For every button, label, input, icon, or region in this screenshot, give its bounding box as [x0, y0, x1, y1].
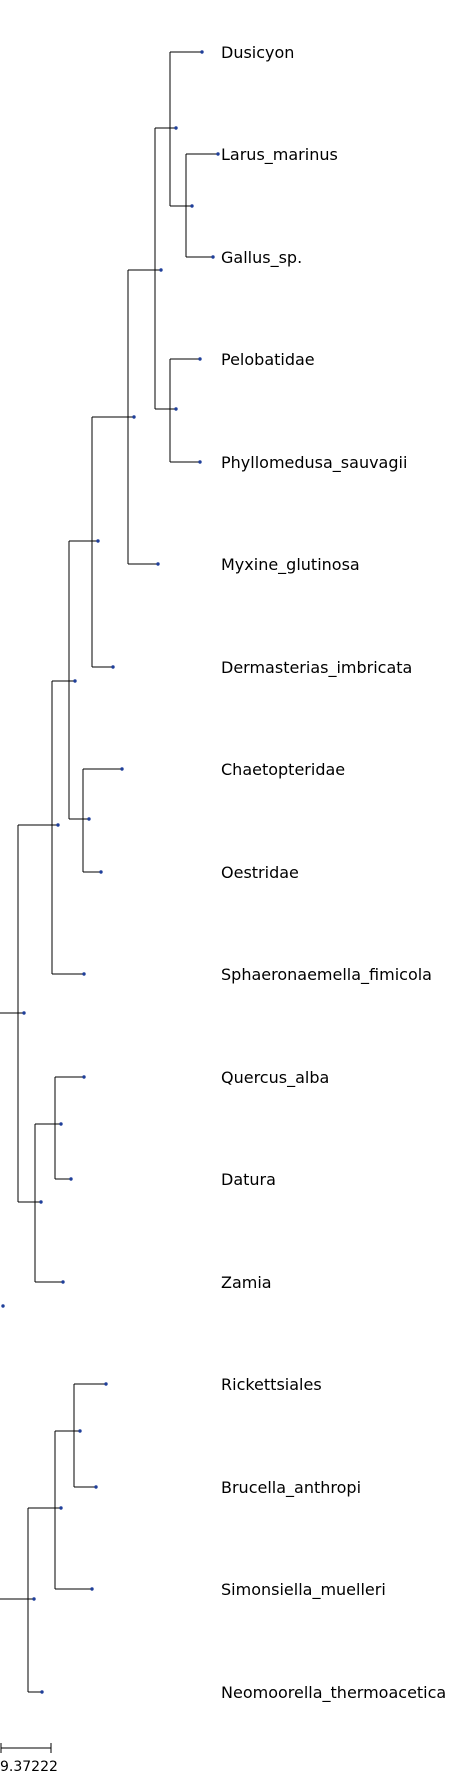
tip-label-simonsiella-muelleri: Simonsiella_muelleri [221, 1580, 386, 1600]
tip-label-pelobatidae: Pelobatidae [221, 350, 315, 369]
tip-label-rickettsiales: Rickettsiales [221, 1375, 322, 1394]
node-dot-n_a2 [73, 679, 77, 683]
node-dot-t_larus [216, 152, 220, 156]
node-dot-t_sphaer [82, 972, 86, 976]
tree-branches [0, 51, 218, 1693]
tree-nodes [1, 50, 220, 1694]
tip-label-neomoorella-thermoacetica: Neomoorella_thermoacetica [221, 1683, 446, 1703]
node-dot-n_top [22, 1011, 26, 1015]
node-dot-t_pelob [198, 357, 202, 361]
node-dot-n_bilat [56, 823, 60, 827]
scale-bar: 9.37222 [0, 1743, 58, 1775]
node-dot-t_neomo [40, 1690, 44, 1694]
node-dot-t_dusicyon [200, 50, 204, 54]
tip-label-zamia: Zamia [221, 1273, 272, 1292]
tip-label-chaetopteridae: Chaetopteridae [221, 760, 345, 779]
node-dot-n_a8 [174, 407, 178, 411]
node-dot-n_chaet [87, 817, 91, 821]
node-dot-n_a7 [190, 204, 194, 208]
tip-label-brucella-anthropi: Brucella_anthropi [221, 1478, 361, 1498]
tip-label-larus-marinus: Larus_marinus [221, 145, 338, 165]
node-dot-root [1, 1304, 5, 1308]
tip-label-gallus-sp: Gallus_sp. [221, 248, 302, 268]
node-dot-n_a5 [159, 268, 163, 272]
node-dot-t_brucel [94, 1485, 98, 1489]
node-dot-n_a3 [96, 539, 100, 543]
tip-label-dusicyon: Dusicyon [221, 43, 294, 62]
tip-label-oestridae: Oestridae [221, 863, 299, 882]
node-dot-t_zamia [61, 1280, 65, 1284]
node-dot-n_a4 [132, 415, 136, 419]
tip-label-dermasterias-imbricata: Dermasterias_imbricata [221, 658, 412, 678]
node-dot-n_b2 [59, 1506, 63, 1510]
node-dot-n_qd [59, 1122, 63, 1126]
node-dot-t_gallus [211, 255, 215, 259]
node-dot-n_plants [39, 1200, 43, 1204]
node-dot-t_ricket [104, 1382, 108, 1386]
node-dot-t_simon [90, 1587, 94, 1591]
node-dot-t_chaet [120, 767, 124, 771]
tip-label-quercus-alba: Quercus_alba [221, 1068, 329, 1088]
node-dot-t_oestr [99, 870, 103, 874]
node-dot-n_a6 [174, 126, 178, 130]
tip-label-phyllomedusa-sauvagii: Phyllomedusa_sauvagii [221, 453, 407, 473]
node-dot-t_datura [69, 1177, 73, 1181]
node-dot-t_querc [82, 1075, 86, 1079]
node-dot-n_b3 [78, 1429, 82, 1433]
tip-label-datura: Datura [221, 1170, 276, 1189]
scale-bar-label: 9.37222 [0, 1759, 58, 1775]
tip-label-sphaeronaemella-fimicola: Sphaeronaemella_fimicola [221, 965, 432, 985]
node-dot-t_derma [111, 665, 115, 669]
node-dot-t_myxine [156, 562, 160, 566]
node-dot-t_phyllo [198, 460, 202, 464]
node-dot-n_bot [32, 1597, 36, 1601]
tip-label-myxine-glutinosa: Myxine_glutinosa [221, 555, 360, 575]
